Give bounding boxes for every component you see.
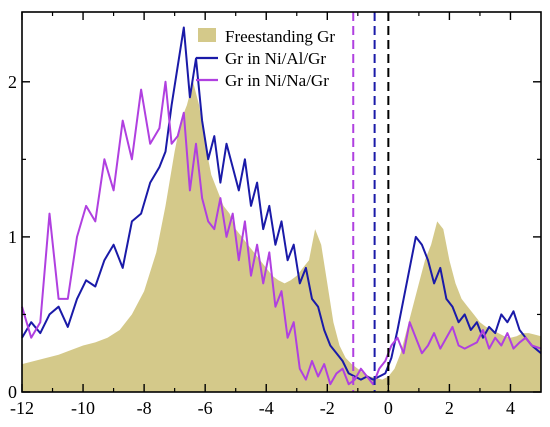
x-tick-label: -4: [259, 398, 274, 418]
series-line-gr-in-ni-al-gr: [21, 26, 542, 381]
x-tick-label: -2: [320, 398, 335, 418]
y-tick-label: 1: [8, 227, 17, 247]
y-tick-label: 2: [8, 72, 17, 92]
x-tick-label: 4: [506, 398, 515, 418]
series-layer: [21, 26, 542, 393]
x-tick-label: 0: [384, 398, 393, 418]
series-line-gr-in-ni-na-gr: [21, 80, 542, 386]
legend-label-gr-in-ni-al-gr: Gr in Ni/Al/Gr: [225, 49, 326, 68]
x-tick-label: -6: [198, 398, 213, 418]
plot-frame: [21, 11, 542, 393]
x-tick-label: -10: [71, 398, 95, 418]
x-tick-label: -8: [137, 398, 152, 418]
legend-label-gr-in-ni-na-gr: Gr in Ni/Na/Gr: [225, 71, 329, 90]
axis-layer: -12 -10 -8 -6 -4 -2 0 2 4 0 1 2: [8, 12, 541, 418]
y-tick-label: 0: [8, 382, 17, 402]
legend: Freestanding Gr Gr in Ni/Al/Gr Gr in Ni/Na…: [196, 27, 335, 90]
legend-swatch-freestanding-gr: [198, 28, 216, 42]
legend-label-freestanding-gr: Freestanding Gr: [225, 27, 335, 46]
vline-layer: [352, 12, 390, 392]
x-tick-label: -12: [10, 398, 34, 418]
series-area-freestanding-gr: [22, 81, 541, 393]
x-tick-label: 2: [445, 398, 454, 418]
